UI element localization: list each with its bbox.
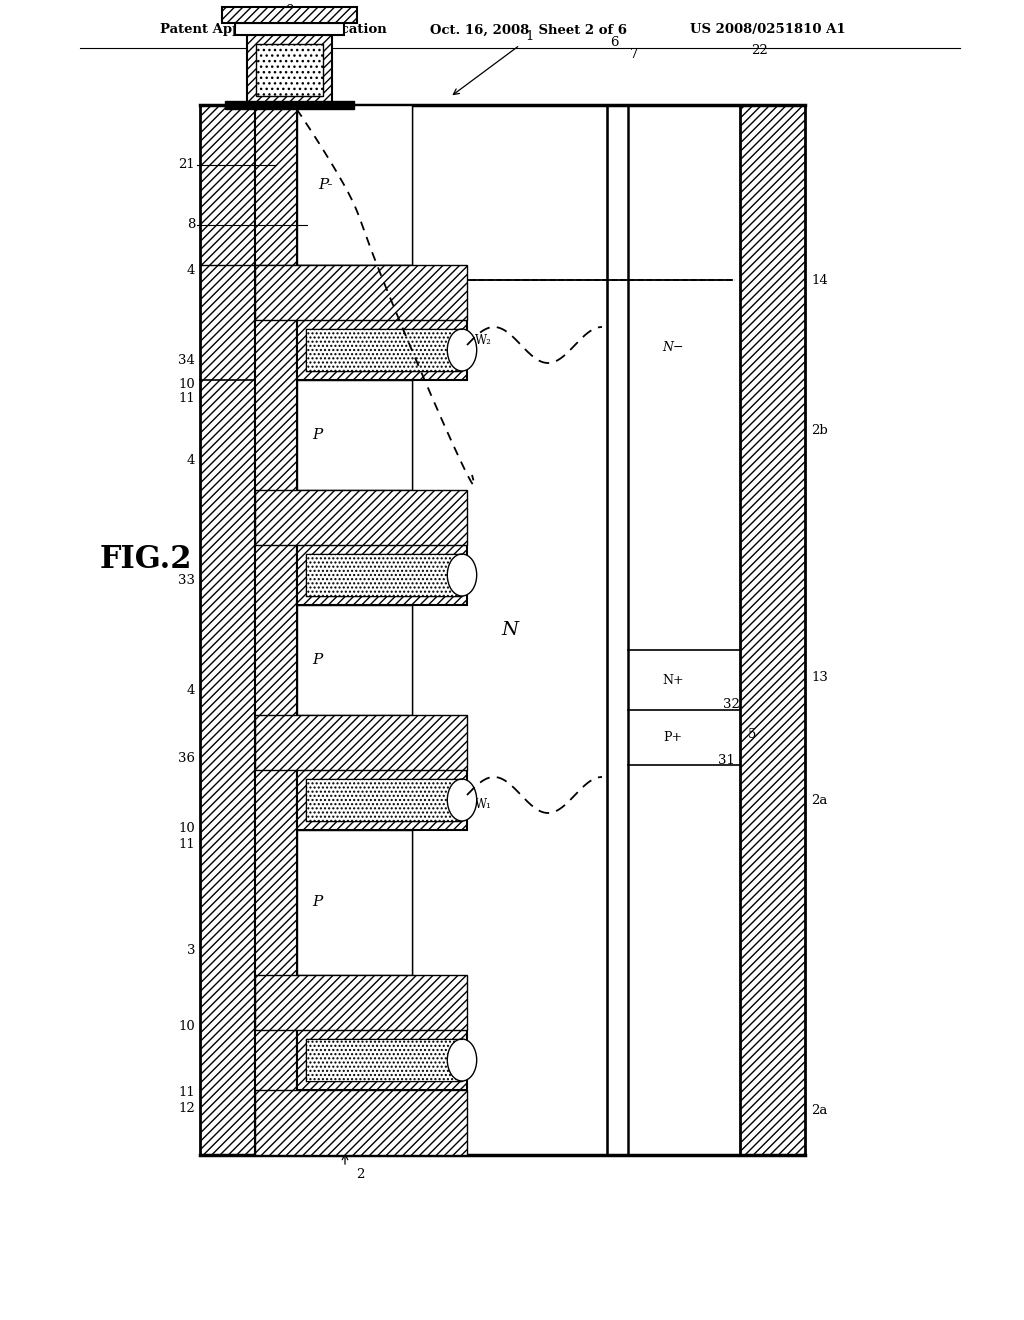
Text: 8: 8 — [186, 219, 195, 231]
Bar — [225, 102, 354, 110]
Ellipse shape — [447, 1039, 477, 1081]
Bar — [297, 830, 412, 975]
Bar — [247, 36, 332, 106]
Text: 34: 34 — [178, 354, 195, 367]
Text: 3: 3 — [186, 944, 195, 957]
Text: 6: 6 — [610, 37, 618, 49]
Bar — [297, 770, 467, 830]
Ellipse shape — [447, 329, 477, 371]
Text: N+: N+ — [330, 738, 349, 747]
Text: N: N — [501, 620, 518, 639]
Bar — [306, 779, 462, 821]
Bar — [740, 106, 805, 1155]
Bar — [255, 265, 467, 319]
Text: 10: 10 — [178, 1019, 195, 1032]
Bar — [255, 1090, 467, 1155]
Text: 5: 5 — [748, 729, 757, 742]
Text: 1: 1 — [525, 30, 535, 44]
Text: US 2008/0251810 A1: US 2008/0251810 A1 — [690, 24, 846, 37]
Text: 10: 10 — [178, 821, 195, 834]
Text: 9: 9 — [285, 4, 293, 16]
Bar — [256, 44, 323, 96]
Text: 21: 21 — [178, 158, 195, 172]
Bar — [255, 715, 467, 770]
Text: 11: 11 — [178, 392, 195, 404]
Bar — [297, 106, 412, 265]
Text: N+: N+ — [330, 512, 349, 523]
Bar — [306, 329, 462, 371]
Text: 4: 4 — [186, 264, 195, 276]
Text: Patent Application Publication: Patent Application Publication — [160, 24, 387, 37]
Text: N+: N+ — [330, 998, 349, 1007]
Ellipse shape — [447, 554, 477, 597]
Text: N+: N+ — [330, 1118, 349, 1127]
Text: 4: 4 — [186, 454, 195, 466]
Bar — [306, 1039, 462, 1081]
Text: 31: 31 — [718, 754, 735, 767]
Bar — [200, 106, 255, 1155]
Bar — [297, 380, 412, 490]
Text: 11: 11 — [178, 837, 195, 850]
Text: P: P — [312, 653, 323, 667]
Bar — [306, 1039, 462, 1081]
Text: N−: N− — [663, 341, 684, 354]
Text: 7: 7 — [630, 49, 639, 62]
Text: 14: 14 — [811, 273, 827, 286]
Bar — [412, 106, 607, 1155]
Text: W₁: W₁ — [475, 799, 492, 812]
Bar — [297, 1030, 467, 1090]
Text: Oct. 16, 2008  Sheet 2 of 6: Oct. 16, 2008 Sheet 2 of 6 — [430, 24, 627, 37]
Bar — [255, 975, 467, 1030]
Text: 2a: 2a — [811, 1104, 827, 1117]
Bar — [297, 545, 467, 605]
Text: W₂: W₂ — [475, 334, 492, 346]
Text: 13: 13 — [811, 671, 827, 684]
Ellipse shape — [447, 779, 477, 821]
Bar — [306, 554, 462, 597]
Text: FIG.2: FIG.2 — [100, 544, 193, 576]
Text: P: P — [312, 895, 323, 909]
Text: 4: 4 — [186, 684, 195, 697]
Bar — [297, 605, 412, 715]
Text: P-: P- — [317, 178, 332, 191]
Bar — [306, 779, 462, 821]
Bar — [306, 329, 462, 371]
Text: N+: N+ — [330, 288, 349, 297]
Text: 2b: 2b — [811, 424, 827, 437]
Bar — [255, 490, 467, 545]
Text: 2: 2 — [355, 1168, 365, 1181]
Text: P+: P+ — [664, 731, 683, 744]
Text: 32: 32 — [723, 698, 740, 711]
Text: 33: 33 — [178, 573, 195, 586]
Text: P: P — [312, 1082, 323, 1097]
Bar — [306, 554, 462, 597]
Text: 36: 36 — [178, 751, 195, 764]
Text: N+: N+ — [279, 63, 300, 77]
Text: P: P — [312, 428, 323, 442]
Bar — [306, 554, 462, 597]
Text: N+: N+ — [663, 673, 684, 686]
Bar — [306, 329, 462, 371]
Bar — [306, 1039, 462, 1081]
Text: 22: 22 — [752, 44, 768, 57]
Text: 2a: 2a — [811, 793, 827, 807]
Bar — [297, 319, 467, 380]
Text: 11: 11 — [178, 1085, 195, 1098]
Text: 12: 12 — [178, 1101, 195, 1114]
Bar — [306, 779, 462, 821]
Bar — [222, 7, 357, 22]
Bar — [234, 22, 344, 36]
Text: 10: 10 — [178, 378, 195, 391]
Bar — [255, 106, 297, 1155]
